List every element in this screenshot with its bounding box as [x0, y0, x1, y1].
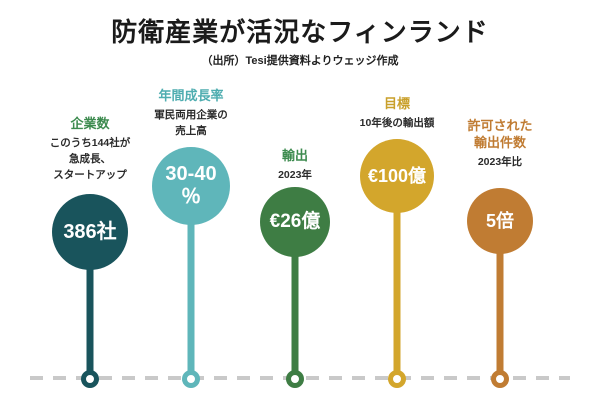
- stem: [187, 219, 195, 374]
- metric-labels: 目標 10年後の輸出額: [327, 96, 467, 131]
- metric-labels: 許可された 輸出件数 2023年比: [430, 118, 570, 170]
- metric-column-exports: 輸出 2023年 €26億: [225, 0, 365, 400]
- metric-subtext: 2023年: [278, 168, 312, 181]
- page-title: 防衛産業が活況なフィンランド: [111, 17, 489, 47]
- metric-heading: 輸出: [281, 148, 308, 163]
- metric-heading: 年間成長率: [158, 88, 224, 103]
- ring-marker: [286, 370, 304, 388]
- stem: [393, 207, 401, 374]
- metric-column-target: 目標 10年後の輸出額 €100億: [327, 0, 467, 400]
- ring-marker: [388, 370, 406, 388]
- value-bubble: 386社: [52, 194, 128, 270]
- metric-column-licensed-exports: 許可された 輸出件数 2023年比 5倍: [430, 0, 570, 400]
- stem: [496, 248, 504, 374]
- value-bubble: €26億: [260, 187, 330, 257]
- value-bubble: 30-40 ％: [152, 147, 230, 225]
- metric-subtext: 10年後の輸出額: [359, 116, 435, 129]
- metric-heading: 目標: [383, 96, 410, 111]
- source-note: （出所）Tesi提供資料よりウェッジ作成: [201, 55, 399, 67]
- metric-column-companies: 企業数 このうち144社が 急成長、 スタートアップ 386社: [20, 0, 160, 400]
- metric-labels: 企業数 このうち144社が 急成長、 スタートアップ: [20, 116, 160, 184]
- value-bubble: 5倍: [467, 188, 533, 254]
- value-bubble: €100億: [360, 139, 434, 213]
- metric-heading: 許可された 輸出件数: [467, 118, 533, 150]
- metric-labels: 年間成長率 軍民両用企業の 売上高: [121, 88, 261, 139]
- stem: [86, 262, 94, 374]
- ring-marker: [182, 370, 200, 388]
- metric-column-growth-rate: 年間成長率 軍民両用企業の 売上高 30-40 ％: [121, 0, 261, 400]
- metric-heading: 企業数: [70, 116, 110, 131]
- metric-subtext: 2023年比: [477, 155, 523, 168]
- ring-marker: [491, 370, 509, 388]
- ring-marker: [81, 370, 99, 388]
- metric-subtext: このうち144社が 急成長、 スタートアップ: [49, 136, 131, 182]
- stem: [291, 251, 299, 374]
- metric-labels: 輸出 2023年: [225, 148, 365, 183]
- metric-subtext: 軍民両用企業の 売上高: [154, 108, 228, 138]
